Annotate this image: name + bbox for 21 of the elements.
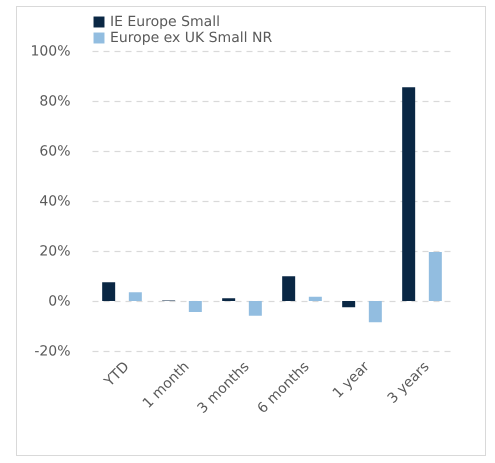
bar [428, 252, 442, 301]
y-tick-label: 60% [39, 144, 70, 160]
bar [368, 301, 382, 322]
y-tick-label: 0% [48, 294, 70, 310]
x-tick-label: YTD [100, 358, 133, 391]
bar [308, 296, 322, 301]
bar [128, 292, 142, 301]
legend-label: Europe ex UK Small NR [110, 30, 272, 46]
bar [282, 276, 296, 301]
bar [248, 301, 262, 316]
bar [342, 301, 356, 308]
y-tick-label: 20% [39, 244, 70, 260]
bar [402, 87, 416, 301]
y-tick-label: 100% [30, 44, 70, 60]
y-tick-label: 40% [39, 194, 70, 210]
bar [102, 282, 116, 301]
y-tick-label: 80% [39, 94, 70, 110]
legend-label: IE Europe Small [110, 14, 220, 30]
bar [222, 298, 236, 301]
bar [188, 301, 202, 312]
y-tick-label: -20% [34, 344, 70, 360]
